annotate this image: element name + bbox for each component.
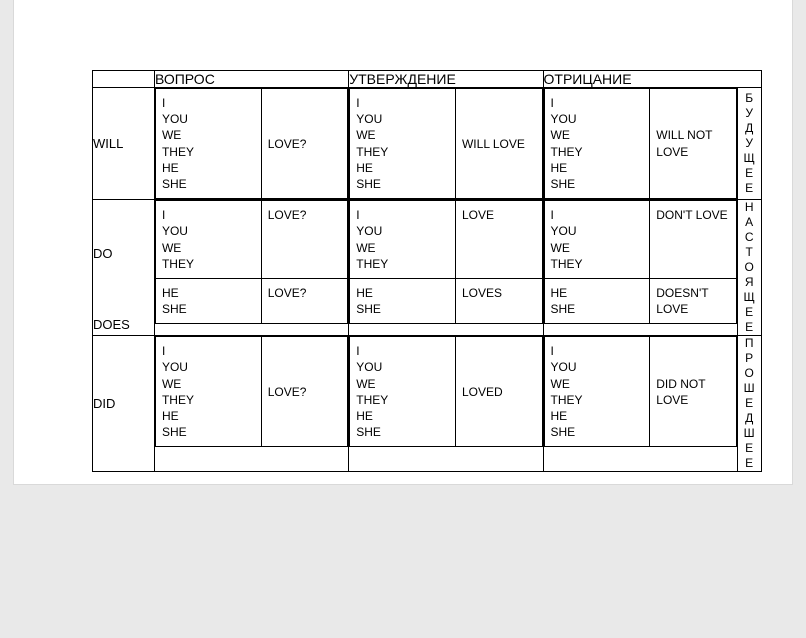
verb: LOVED [455,337,542,447]
verb: DOESN'T LOVE [650,279,737,324]
future-question-cell: IYOUWETHEYHESHE LOVE? [154,88,348,200]
verb: WILL LOVE [455,89,542,199]
aux-will: WILL [93,88,155,200]
pronouns: IYOUWETHEY [544,201,650,279]
pronouns: HESHE [155,279,261,324]
verb: LOVE? [261,279,348,324]
inner-table: IYOUWETHEY LOVE HESHE LOVES [349,200,542,324]
aux-do: DO [93,246,154,261]
inner-table: IYOUWETHEYHESHE LOVE? [155,88,348,199]
blank-header-cell [93,71,155,88]
inner-table: IYOUWETHEYHESHE LOVED [349,336,542,447]
vertical-label: НАСТОЯЩЕЕ [738,200,761,335]
pronouns: IYOUWETHEYHESHE [155,89,261,199]
verb: LOVE? [261,337,348,447]
inner-table: IYOUWETHEYHESHE LOVE? [155,336,348,447]
present-question-cell: IYOUWETHEY LOVE? HESHE LOVE? [154,200,348,336]
inner-table: IYOUWETHEYHESHE WILL LOVE [349,88,542,199]
pronouns: IYOUWETHEYHESHE [544,337,650,447]
future-negation-cell: IYOUWETHEYHESHE WILL NOT LOVE [543,88,737,200]
verb: LOVE [455,201,542,279]
inner-table: IYOUWETHEY DON'T LOVE HESHE DOESN'T LOVE [544,200,737,324]
inner-table: IYOUWETHEYHESHE DID NOT LOVE [544,336,737,447]
verb: LOVE? [261,201,348,279]
grammar-table: ВОПРОС УТВЕРЖДЕНИЕ ОТРИЦАНИЕ WILL IYOUWE… [92,70,762,472]
row-present: DO DOES IYOUWETHEY LOVE? HESHE LOVE? IYO… [93,200,762,336]
pronouns: HESHE [350,279,456,324]
pronouns: IYOUWETHEYHESHE [544,89,650,199]
verb: DON'T LOVE [650,201,737,279]
aux-did: DID [93,336,155,472]
tense-future: БУДУЩЕЕ [737,88,761,200]
vertical-label: БУДУЩЕЕ [738,91,761,196]
present-negation-cell: IYOUWETHEY DON'T LOVE HESHE DOESN'T LOVE [543,200,737,336]
aux-do-does: DO DOES [93,200,155,336]
past-question-cell: IYOUWETHEYHESHE LOVE? [154,336,348,472]
tense-past: ПРОШЕДШЕЕ [737,336,761,472]
aux-does: DOES [93,317,154,332]
present-statement-cell: IYOUWETHEY LOVE HESHE LOVES [349,200,543,336]
past-negation-cell: IYOUWETHEYHESHE DID NOT LOVE [543,336,737,472]
pronouns: IYOUWETHEY [155,201,261,279]
header-row: ВОПРОС УТВЕРЖДЕНИЕ ОТРИЦАНИЕ [93,71,762,88]
aux-label: DID [93,396,154,411]
header-negation: ОТРИЦАНИЕ [543,71,761,88]
verb: WILL NOT LOVE [650,89,737,199]
document-page: ВОПРОС УТВЕРЖДЕНИЕ ОТРИЦАНИЕ WILL IYOUWE… [13,0,793,485]
row-past: DID IYOUWETHEYHESHE LOVE? IYOUWETHEYHESH… [93,336,762,472]
past-statement-cell: IYOUWETHEYHESHE LOVED [349,336,543,472]
pronouns: IYOUWETHEYHESHE [350,337,456,447]
tense-present: НАСТОЯЩЕЕ [737,200,761,336]
header-statement: УТВЕРЖДЕНИЕ [349,71,543,88]
pronouns: IYOUWETHEYHESHE [155,337,261,447]
inner-table: IYOUWETHEYHESHE WILL NOT LOVE [544,88,737,199]
aux-label: WILL [93,136,154,151]
header-question: ВОПРОС [154,71,348,88]
verb: LOVE? [261,89,348,199]
vertical-label: ПРОШЕДШЕЕ [738,336,761,471]
pronouns: HESHE [544,279,650,324]
inner-table: IYOUWETHEY LOVE? HESHE LOVE? [155,200,348,324]
row-future: WILL IYOUWETHEYHESHE LOVE? IYOUWETHEYHES… [93,88,762,200]
pronouns: IYOUWETHEYHESHE [350,89,456,199]
verb: LOVES [455,279,542,324]
pronouns: IYOUWETHEY [350,201,456,279]
verb: DID NOT LOVE [650,337,737,447]
future-statement-cell: IYOUWETHEYHESHE WILL LOVE [349,88,543,200]
